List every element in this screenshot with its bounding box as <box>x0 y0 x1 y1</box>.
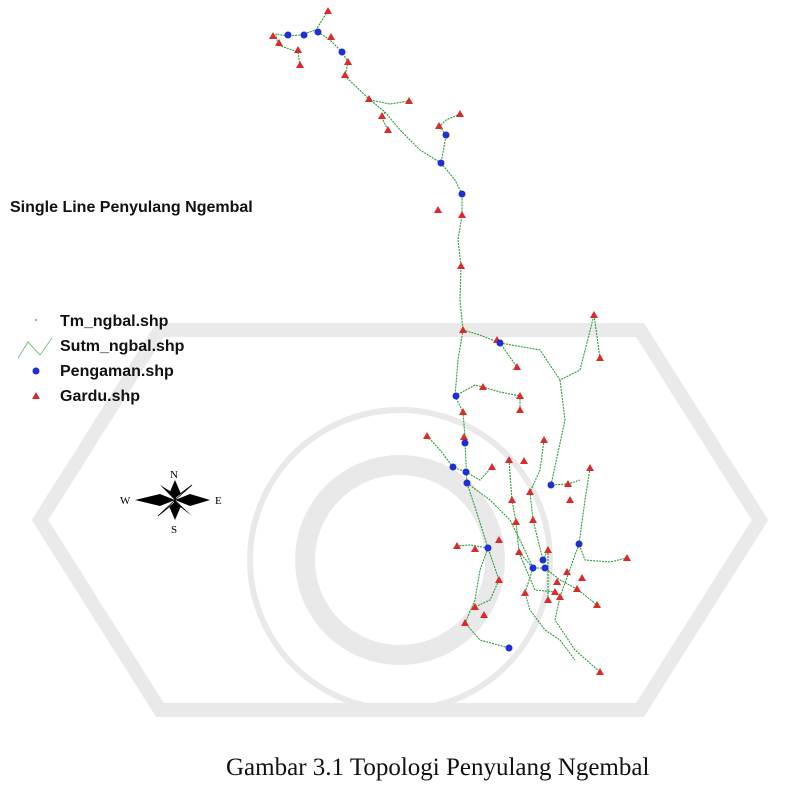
gardu-marker <box>294 46 302 53</box>
pengaman-marker <box>315 29 322 36</box>
legend-label: Gardu.shp <box>60 388 140 405</box>
compass: N E S W <box>120 469 222 536</box>
gardu-marker <box>344 58 352 65</box>
gardu-marker <box>435 122 443 129</box>
pengaman-marker <box>301 32 308 39</box>
legend: Tm_ngbal.shp Sutm_ngbal.shp Pengaman.shp… <box>18 313 185 405</box>
compass-label: S <box>171 524 177 536</box>
gardu-marker <box>563 568 571 575</box>
gardu-marker <box>590 311 598 318</box>
gardu-marker <box>423 432 431 439</box>
gardu-marker <box>508 496 516 503</box>
gardu-marker <box>521 589 529 596</box>
map-markers <box>269 7 631 675</box>
gardu-marker <box>488 463 496 470</box>
gardu-marker <box>515 548 523 555</box>
pengaman-marker <box>459 191 466 198</box>
compass-label: N <box>170 469 178 481</box>
caption: Gambar 3.1 Topologi Penyulang Ngembal <box>226 754 649 781</box>
gardu-marker <box>553 578 561 585</box>
pengaman-marker <box>285 32 292 39</box>
legend-label: Tm_ngbal.shp <box>60 313 169 330</box>
gardu-marker <box>365 95 373 102</box>
pengaman-marker <box>463 469 470 476</box>
pengaman-marker <box>497 340 504 347</box>
gardu-marker <box>513 363 521 370</box>
gardu-marker <box>516 406 524 413</box>
gardu-marker <box>623 554 631 561</box>
legend-symbol <box>33 368 40 375</box>
watermark <box>40 330 760 710</box>
gardu-marker <box>324 7 332 14</box>
gardu-marker <box>566 496 574 503</box>
pengaman-marker <box>540 557 547 564</box>
compass-label: W <box>120 495 131 507</box>
gardu-marker <box>327 33 335 40</box>
pengaman-marker <box>438 160 445 167</box>
pengaman-marker <box>576 541 583 548</box>
pengaman-marker <box>453 393 460 400</box>
gardu-marker <box>384 126 392 133</box>
gardu-marker <box>458 211 466 218</box>
pengaman-marker <box>339 49 346 56</box>
pengaman-marker <box>462 440 469 447</box>
gardu-marker <box>457 262 465 269</box>
pengaman-marker <box>506 645 513 652</box>
network <box>276 11 627 672</box>
gardu-marker <box>586 464 594 471</box>
gardu-marker <box>512 518 520 525</box>
pengaman-marker <box>443 132 450 139</box>
gardu-marker <box>529 516 537 523</box>
gardu-marker <box>405 97 413 104</box>
gardu-marker <box>275 39 283 46</box>
legend-label: Sutm_ngbal.shp <box>60 338 185 355</box>
map-title: Single Line Penyulang Ngembal <box>10 199 253 216</box>
gardu-marker <box>456 110 464 117</box>
pengaman-marker <box>542 565 549 572</box>
pengaman-marker <box>548 482 555 489</box>
gardu-marker <box>596 354 604 361</box>
gardu-marker <box>540 436 548 443</box>
compass-label: E <box>215 495 222 507</box>
legend-symbol <box>18 338 52 358</box>
gardu-marker <box>593 601 601 608</box>
gardu-marker <box>341 71 349 78</box>
pengaman-marker <box>530 565 537 572</box>
legend-symbol <box>32 392 40 399</box>
legend-label: Pengaman.shp <box>60 363 174 380</box>
pengaman-marker <box>450 464 457 471</box>
legend-symbol <box>35 319 37 321</box>
gardu-marker <box>434 206 442 213</box>
gardu-marker <box>520 457 528 464</box>
gardu-marker <box>573 585 581 592</box>
gardu-marker <box>578 574 586 581</box>
gardu-marker <box>296 61 304 68</box>
pengaman-marker <box>485 545 492 552</box>
pengaman-marker <box>464 480 471 487</box>
gardu-marker <box>460 433 468 440</box>
gardu-marker <box>459 408 467 415</box>
page: Single Line Penyulang Ngembal Tm_ngbal.s… <box>0 0 798 789</box>
